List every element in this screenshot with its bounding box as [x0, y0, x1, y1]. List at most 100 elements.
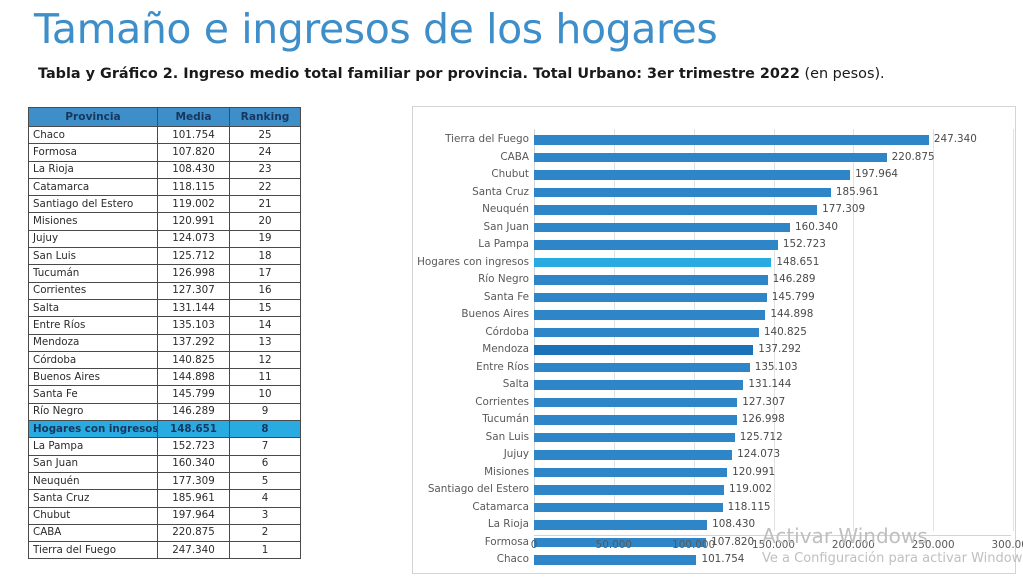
- cell-media: 135.103: [157, 316, 230, 335]
- cell-ranking: 8: [229, 420, 301, 439]
- chart-category-label: Neuquén: [482, 203, 529, 215]
- chart-bar: [534, 310, 766, 320]
- chart-bar-holder: 124.073: [534, 446, 1015, 464]
- chart-bar-value-label: 118.115: [727, 500, 771, 513]
- chart-bar-holder: 131.144: [534, 376, 1015, 394]
- chart-bar: [534, 450, 733, 460]
- table-row: Corrientes 127.307 16: [28, 281, 301, 300]
- chart-category-label: Corrientes: [475, 395, 529, 408]
- table-row: Salta 131.144 15: [28, 298, 301, 318]
- chart-bar-holder: 177.309: [534, 201, 1015, 219]
- chart-bar: [534, 170, 851, 180]
- chart-bar-row: Catamarca 118.115: [413, 499, 1015, 517]
- chart-bar-row: San Luis 125.712: [413, 429, 1015, 447]
- chart-category-label: Córdoba: [485, 325, 529, 338]
- chart-category-label: Buenos Aires: [461, 308, 529, 320]
- chart-bar-holder: 135.103: [534, 359, 1015, 377]
- column-header-provincia: Provincia: [28, 107, 158, 127]
- chart-bar-holder: 146.289: [534, 271, 1015, 289]
- cell-media: 148.651: [157, 420, 230, 439]
- chart-bar-holder: 118.115: [534, 499, 1015, 517]
- chart-category-label: Salta: [502, 378, 529, 390]
- chart-bar-value-label: 247.340: [933, 133, 977, 145]
- chart-bar-holder: 152.723: [534, 236, 1015, 254]
- chart-bar: [534, 205, 818, 215]
- cell-provincia: Santiago del Estero: [28, 195, 158, 214]
- chart-bar-row: Santa Cruz 185.961: [413, 184, 1015, 202]
- chart-bar-row: Mendoza 137.292: [413, 341, 1015, 359]
- chart-bar-row: Jujuy 124.073: [413, 446, 1015, 464]
- income-table: Provincia Media Ranking Chaco 101.754 25 Fo…: [28, 107, 301, 560]
- chart-bar: [534, 222, 790, 232]
- cell-provincia: San Juan: [28, 454, 158, 473]
- chart-bar-holder: 119.002: [534, 481, 1015, 499]
- chart-category-label: Formosa: [484, 535, 529, 548]
- cell-ranking: 6: [229, 454, 301, 473]
- chart-bar-value-label: 220.875: [891, 150, 935, 163]
- bar-chart-frame: Tierra del Fuego 247.340 CABA 220.875 Chubut…: [412, 106, 1023, 574]
- cell-provincia: La Pampa: [28, 437, 158, 456]
- table-row: Río Negro 146.289 9: [28, 402, 301, 422]
- chart-bar-holder: 145.799: [534, 289, 1015, 307]
- cell-ranking: 1: [229, 541, 301, 560]
- chart-bar-value-label: 135.103: [754, 360, 798, 373]
- cell-provincia: Neuquén: [28, 471, 158, 491]
- chart-bar-row: Corrientes 127.307: [413, 394, 1015, 412]
- chart-bar-value-label: 146.289: [772, 273, 816, 285]
- chart-bar-row: San Juan 160.340: [413, 219, 1015, 237]
- chart-category-label: Catamarca: [472, 500, 529, 513]
- table-row: Santiago del Estero 119.002 21: [28, 195, 301, 214]
- chart-bar-holder: 101.754: [534, 551, 1015, 569]
- chart-bar: [534, 362, 750, 372]
- x-axis-line: [534, 535, 1011, 536]
- chart-bar-row: Chaco 101.754: [413, 551, 1015, 569]
- cell-media: 146.289: [157, 402, 230, 422]
- cell-media: 145.799: [157, 385, 230, 404]
- chart-category-label: La Rioja: [487, 518, 529, 530]
- chart-bar: [534, 135, 929, 145]
- cell-ranking: 17: [229, 264, 301, 283]
- cell-provincia: Entre Ríos: [28, 316, 158, 335]
- cell-provincia: Tucumán: [28, 264, 158, 283]
- cell-media: 140.825: [157, 350, 230, 370]
- chart-category-label: Chaco: [496, 553, 529, 565]
- chart-bar: [534, 345, 754, 355]
- cell-provincia: Chaco: [28, 125, 158, 145]
- table-row: La Rioja 108.430 23: [28, 160, 301, 179]
- chart-category-label: Entre Ríos: [476, 360, 529, 373]
- chart-bar-holder: 247.340: [534, 131, 1015, 149]
- cell-provincia: La Rioja: [28, 160, 158, 179]
- cell-provincia: Buenos Aires: [28, 368, 158, 387]
- chart-bar-value-label: 152.723: [782, 238, 826, 250]
- cell-provincia: San Luis: [28, 247, 158, 266]
- chart-bar-row: Salta 131.144: [413, 376, 1015, 394]
- chart-category-label: La Pampa: [478, 238, 529, 250]
- chart-caption: Tabla y Gráfico 2. Ingreso medio total f…: [38, 66, 885, 82]
- cell-ranking: 2: [229, 523, 301, 543]
- chart-category-label: Mendoza: [482, 343, 529, 355]
- table-row: Jujuy 124.073 19: [28, 229, 301, 249]
- chart-bars-layer: Tierra del Fuego 247.340 CABA 220.875 Chubut…: [413, 131, 1015, 565]
- x-axis-ticks: 0 50.000 100.000 150.000 200.000 250.000 300.0…: [413, 539, 1023, 555]
- cell-provincia: Catamarca: [28, 177, 158, 197]
- table-row: Misiones 120.991 20: [28, 212, 301, 231]
- chart-bar: [534, 152, 887, 162]
- table-row: Santa Fe 145.799 10: [28, 385, 301, 404]
- cell-media: 108.430: [157, 160, 230, 179]
- chart-bar-row: Río Negro 146.289: [413, 271, 1015, 289]
- table-row: San Juan 160.340 6: [28, 454, 301, 473]
- chart-bar-value-label: 107.820: [711, 535, 755, 548]
- table-row: Chaco 101.754 25: [28, 125, 301, 145]
- chart-bar-value-label: 120.991: [732, 465, 776, 478]
- chart-bar: [534, 485, 724, 495]
- table-row: Entre Ríos 135.103 14: [28, 316, 301, 335]
- cell-media: 177.309: [157, 471, 230, 491]
- chart-category-label: Santa Cruz: [472, 185, 529, 198]
- page-title: Tamaño e ingresos de los hogares: [34, 5, 718, 53]
- chart-bar: [534, 520, 708, 530]
- chart-bar-value-label: 125.712: [739, 430, 783, 443]
- chart-category-label: Hogares con ingresos: [417, 255, 529, 268]
- table-row: La Pampa 152.723 7: [28, 437, 301, 456]
- cell-media: 127.307: [157, 281, 230, 300]
- x-axis-tick-label: 50.000: [595, 539, 633, 551]
